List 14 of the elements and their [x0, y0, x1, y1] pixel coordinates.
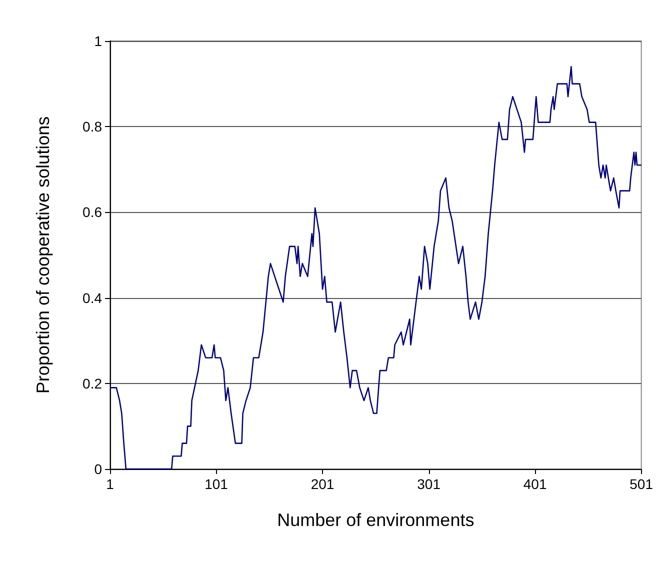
x-tick-label: 401: [523, 476, 547, 492]
y-tick-label: 0.8: [82, 118, 102, 135]
x-tick-label: 101: [204, 476, 228, 492]
y-axis-title: Proportion of cooperative solutions: [33, 116, 53, 394]
y-tick-label: 1: [94, 33, 102, 49]
y-tick-label: 0.2: [82, 375, 102, 392]
y-tick-label: 0.6: [82, 204, 102, 220]
y-tick-label: 0: [94, 461, 102, 477]
x-tick-label: 201: [310, 476, 334, 492]
x-tick-label: 301: [417, 476, 441, 492]
y-tick-label: 0.4: [82, 290, 102, 306]
x-axis-title: Number of environments: [277, 510, 474, 530]
x-tick-label: 501: [630, 476, 654, 492]
x-tick-label: 1: [106, 476, 114, 492]
